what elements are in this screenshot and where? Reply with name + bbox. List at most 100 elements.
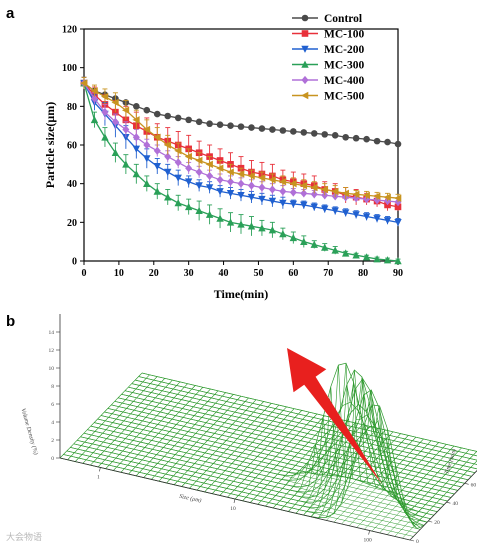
surface-column [97, 381, 181, 468]
density-tick-label: 2 [51, 438, 54, 444]
data-point [258, 125, 266, 132]
data-point [394, 219, 402, 227]
data-point [278, 178, 287, 186]
data-point [163, 141, 172, 149]
legend-label: MC-300 [324, 60, 364, 72]
data-point [195, 167, 203, 177]
size-tick-label: 100 [363, 538, 372, 544]
data-point [174, 158, 182, 167]
data-point [373, 255, 381, 263]
surface-column [379, 405, 462, 506]
density-tick-label: 6 [51, 402, 54, 408]
data-point [132, 116, 140, 124]
surface-column [204, 406, 287, 493]
density-tick-label: 12 [49, 348, 55, 354]
data-point [174, 147, 182, 155]
legend-label: Control [324, 13, 362, 25]
data-point [132, 133, 140, 142]
trend-arrow [287, 348, 382, 484]
size-tick-label: 1 [97, 474, 100, 480]
data-point [352, 211, 360, 219]
data-point [206, 120, 213, 128]
data-point [258, 174, 266, 182]
data-point [268, 185, 276, 194]
panel-b-label: b [6, 313, 15, 330]
data-point [153, 110, 161, 118]
density-tick-label: 14 [49, 330, 55, 336]
data-point [341, 249, 350, 257]
data-point [101, 92, 109, 101]
surface-row [135, 379, 477, 461]
data-point [237, 191, 245, 200]
data-point [195, 182, 203, 190]
data-point [342, 133, 349, 141]
legend-item-mc-200: MC-200 [292, 44, 364, 56]
surface-column [196, 404, 280, 491]
data-point [205, 210, 214, 218]
data-point [153, 187, 161, 195]
data-point [143, 140, 151, 150]
legend-marker [301, 60, 309, 68]
y-tick-label: 20 [67, 218, 77, 229]
data-point [394, 257, 402, 265]
surface-mesh [59, 362, 477, 529]
size-axis-title: Size (μm) [179, 493, 202, 505]
data-point [310, 203, 318, 211]
data-point [206, 171, 214, 181]
surface-column [211, 408, 295, 494]
data-point [383, 256, 392, 264]
z-axis-title: Volume Density (%) [19, 408, 39, 456]
watermark-text: 大会物语 [6, 531, 42, 543]
surface-column [90, 379, 173, 466]
series-mc-500 [80, 76, 402, 203]
x-tick-label: 70 [323, 268, 333, 279]
data-point [237, 123, 245, 130]
legend-item-mc-400: MC-400 [292, 75, 364, 87]
data-point [122, 133, 130, 142]
x-tick-label: 30 [184, 268, 194, 279]
data-point [164, 112, 172, 120]
surface-column [227, 411, 310, 498]
data-point [216, 188, 224, 196]
surface-column [128, 388, 211, 475]
data-point [205, 184, 214, 192]
surface-column [143, 392, 226, 478]
surface-column [348, 378, 432, 490]
data-point [310, 183, 318, 192]
surface-column [173, 399, 257, 485]
data-point [341, 189, 349, 198]
legend-label: MC-100 [324, 29, 364, 41]
data-point [184, 178, 193, 186]
data-point [184, 202, 193, 211]
y-axis-title: Particle size(μm) [43, 102, 57, 188]
data-point [247, 222, 256, 230]
data-point [247, 172, 255, 180]
y-tick-label: 120 [62, 25, 77, 36]
x-tick-label: 40 [219, 268, 229, 279]
x-tick-label: 60 [288, 268, 298, 279]
data-point [289, 179, 297, 188]
data-point [383, 193, 391, 201]
data-point [226, 218, 235, 226]
data-point [362, 253, 371, 261]
data-point [321, 131, 329, 138]
data-point [111, 148, 120, 157]
legend-item-control: Control [292, 13, 362, 25]
data-point [373, 192, 381, 200]
data-point [394, 140, 402, 148]
data-point [185, 164, 193, 173]
data-point [164, 193, 172, 201]
time-tick-label: 40 [452, 501, 458, 507]
data-point [132, 170, 141, 178]
surface-column [105, 383, 188, 469]
data-point [111, 117, 119, 126]
data-point [331, 246, 339, 254]
data-point [321, 243, 329, 251]
x-tick-label: 20 [149, 268, 159, 279]
data-point [268, 226, 277, 234]
data-point [289, 188, 297, 197]
data-point [174, 199, 182, 207]
surface-axes: 11010002040608002468101214 [49, 314, 477, 545]
data-point [143, 106, 151, 114]
axis-ticks: 0 10 20 30 40 50 60 70 80 90 0 20 40 60 80 100 120 [62, 25, 403, 280]
